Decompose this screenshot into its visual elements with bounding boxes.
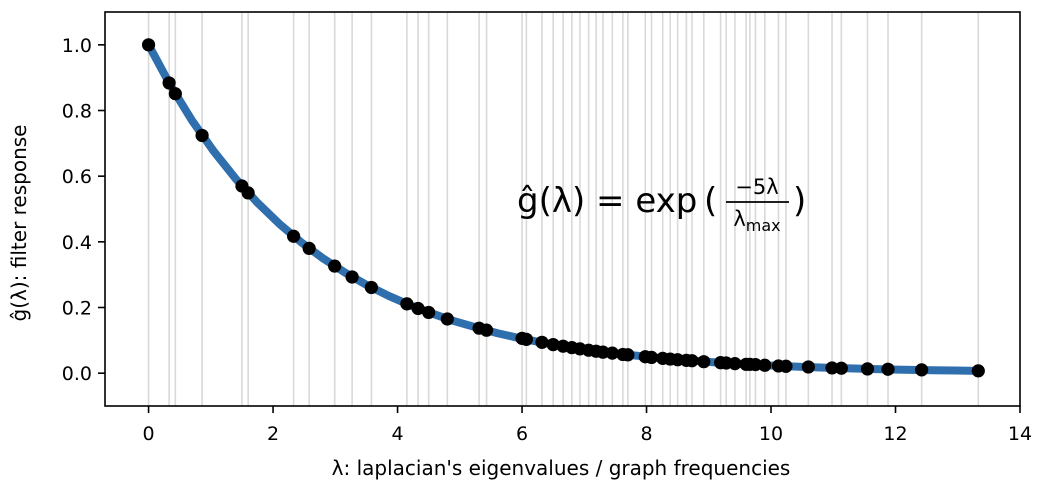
formula-denominator-lambda: λ bbox=[733, 207, 745, 231]
eigenvalue-point bbox=[758, 358, 772, 372]
eigenvalue-point bbox=[860, 362, 875, 376]
y-tick-label: 0.0 bbox=[62, 363, 92, 385]
x-tick-label: 6 bbox=[516, 423, 528, 445]
formula-denominator: λmax bbox=[733, 207, 780, 235]
y-tick-label: 0.8 bbox=[62, 101, 92, 123]
eigenvalue-point bbox=[801, 360, 815, 374]
eigenvalue-point bbox=[411, 301, 425, 316]
eigenvalue-point bbox=[440, 312, 454, 326]
formula-denominator-subscript: max bbox=[746, 216, 781, 235]
formula-annotation: ĝ(λ) = exp ( −5λ λmax ) bbox=[517, 175, 806, 235]
eigenvalue-point bbox=[287, 229, 301, 243]
eigenvalue-point bbox=[644, 350, 659, 365]
formula-numerator: −5λ bbox=[735, 175, 778, 199]
eigenvalue-point bbox=[302, 241, 316, 255]
eigenvalue-point bbox=[168, 87, 182, 101]
x-tick-label: 2 bbox=[267, 423, 279, 445]
axes bbox=[104, 11, 1021, 407]
x-tick-label: 12 bbox=[883, 423, 907, 445]
eigenvalue-point bbox=[195, 128, 209, 143]
y-axis-label: ĝ(λ): filter response bbox=[7, 125, 31, 322]
tick-marks: 0 2 4 6 8 10 12 14 0.0 0.2 0.4 0.6 0.8 1.0 bbox=[62, 35, 1032, 445]
eigenvalue-point bbox=[605, 346, 619, 360]
eigenvalue-point bbox=[422, 305, 436, 320]
eigenvalue-point bbox=[971, 364, 985, 378]
eigenvalue-point bbox=[834, 361, 848, 375]
eigenvalue-points bbox=[141, 38, 985, 378]
eigenvalue-point bbox=[162, 76, 176, 90]
x-tick-label: 4 bbox=[392, 423, 404, 445]
x-tick-label: 14 bbox=[1008, 423, 1032, 445]
eigenvalue-point bbox=[535, 335, 549, 349]
y-tick-label: 0.6 bbox=[62, 166, 92, 188]
formula-close-paren: ) bbox=[793, 181, 806, 221]
y-tick-label: 1.0 bbox=[62, 35, 92, 57]
x-axis-label: λ: laplacian's eigenvalues / graph frequ… bbox=[332, 456, 791, 480]
eigenvalue-point bbox=[400, 297, 414, 311]
plot-frame bbox=[104, 11, 1021, 407]
eigenvalue-point bbox=[141, 38, 156, 52]
eigenvalue-point bbox=[621, 348, 635, 362]
eigenvalue-point bbox=[881, 362, 895, 376]
formula-lhs: ĝ(λ) = exp bbox=[517, 181, 697, 221]
x-tick-label: 0 bbox=[143, 423, 155, 445]
formula-open-paren: ( bbox=[704, 181, 717, 221]
y-tick-label: 0.2 bbox=[62, 298, 92, 320]
y-tick-label: 0.4 bbox=[62, 232, 92, 254]
eigenvalue-point bbox=[328, 259, 342, 273]
eigenvalue-point bbox=[779, 359, 793, 373]
eigenvalue-point bbox=[697, 355, 711, 369]
eigenvalue-point bbox=[915, 363, 929, 377]
eigenvalue-point bbox=[728, 357, 742, 371]
eigenvalue-point bbox=[825, 361, 839, 375]
eigenvalue-point bbox=[364, 280, 379, 295]
eigenvalue-point bbox=[345, 270, 359, 284]
eigenvalue-point bbox=[685, 354, 699, 368]
x-tick-label: 10 bbox=[759, 423, 783, 445]
eigenvalue-point bbox=[479, 323, 494, 337]
eigenvalue-point bbox=[546, 338, 560, 352]
x-tick-label: 8 bbox=[640, 423, 652, 445]
eigenvalue-point bbox=[519, 332, 533, 346]
eigenvalue-point bbox=[241, 186, 255, 200]
